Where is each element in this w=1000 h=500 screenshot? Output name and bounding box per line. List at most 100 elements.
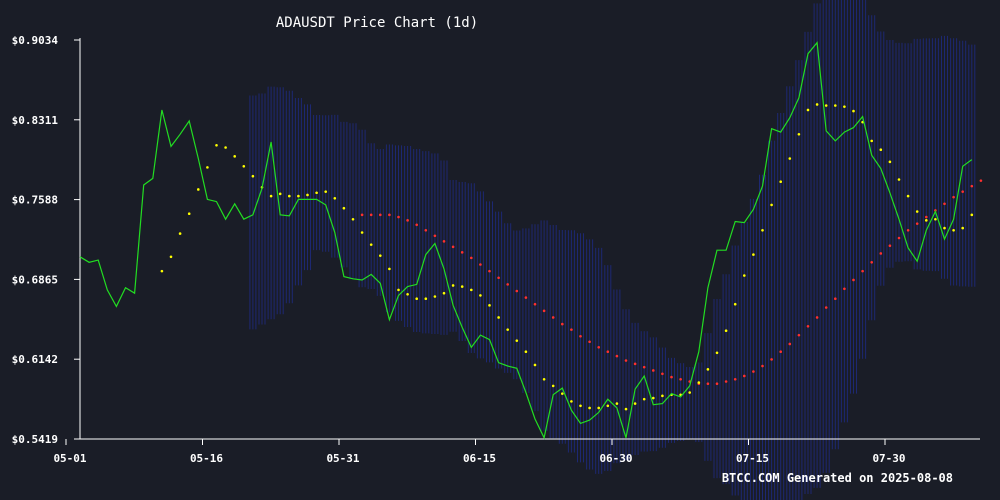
ma-long-point xyxy=(360,213,364,217)
ma-short-point xyxy=(533,363,537,367)
x-tick-label: 06-15 xyxy=(463,452,496,465)
ma-long-point xyxy=(369,213,373,217)
ma-long-point xyxy=(515,289,519,293)
ma-short-point xyxy=(288,194,291,198)
ma-long-point xyxy=(724,380,728,383)
ma-long-point xyxy=(861,269,864,273)
ma-short-point xyxy=(360,231,364,234)
ma-long-point xyxy=(397,215,400,219)
ma-short-point xyxy=(615,402,619,405)
ma-short-point xyxy=(761,228,764,232)
ma-short-point xyxy=(306,193,309,197)
ma-short-point xyxy=(197,188,200,191)
ma-short-point xyxy=(497,316,500,319)
ma-short-point xyxy=(297,194,300,198)
ma-long-point xyxy=(597,345,600,349)
ma-short-point xyxy=(415,297,419,301)
ma-long-point xyxy=(460,251,464,254)
ma-short-point xyxy=(706,368,710,371)
ma-short-point xyxy=(961,226,964,230)
ma-short-point xyxy=(733,302,737,306)
ma-long-point xyxy=(806,325,810,328)
ma-long-point xyxy=(979,179,983,182)
y-tick-label: $0.6865 xyxy=(12,273,58,286)
ma-short-point xyxy=(269,194,273,198)
ma-short-point xyxy=(834,104,837,107)
long-moving-average-series xyxy=(360,179,983,386)
ma-short-point xyxy=(606,404,610,408)
ma-long-point xyxy=(633,362,637,366)
ma-short-point xyxy=(551,384,555,388)
ma-short-point xyxy=(351,217,355,221)
x-tick-label: 07-15 xyxy=(736,452,769,465)
ma-short-point xyxy=(806,108,810,112)
ma-short-point xyxy=(524,350,528,353)
ma-short-point xyxy=(597,406,600,410)
ma-short-point xyxy=(479,294,482,297)
ma-long-point xyxy=(779,350,782,353)
ma-short-point xyxy=(451,284,455,287)
chart-footer: BTCC.COM Generated on 2025-08-08 xyxy=(722,471,953,485)
ma-short-point xyxy=(424,297,428,301)
ma-short-point xyxy=(952,228,955,232)
ma-short-point xyxy=(624,407,628,411)
ma-long-point xyxy=(542,309,546,313)
ma-long-point xyxy=(624,359,628,362)
ma-long-point xyxy=(442,240,446,243)
x-tick-label: 05-01 xyxy=(53,452,86,465)
ma-short-point xyxy=(852,109,855,113)
ma-short-point xyxy=(460,285,464,288)
ma-long-point xyxy=(852,278,855,282)
ma-long-point xyxy=(470,256,473,260)
ma-short-point xyxy=(215,143,218,147)
ma-short-point xyxy=(788,157,792,160)
ma-long-point xyxy=(915,222,919,225)
ma-short-point xyxy=(633,402,637,405)
y-tick-label: $0.9034 xyxy=(12,34,59,47)
ma-long-point xyxy=(870,260,873,264)
ma-short-point xyxy=(542,377,546,381)
ma-short-point xyxy=(697,381,701,384)
ma-short-point xyxy=(379,254,382,257)
ma-short-point xyxy=(925,219,928,222)
ma-short-point xyxy=(515,339,519,342)
ma-long-point xyxy=(788,342,792,346)
ma-short-point xyxy=(843,105,846,108)
ma-long-point xyxy=(606,350,610,353)
ma-short-point xyxy=(688,391,691,394)
ma-short-point xyxy=(797,132,801,136)
ma-short-point xyxy=(224,146,227,149)
ma-long-point xyxy=(834,297,837,301)
ma-long-point xyxy=(943,202,946,206)
ma-long-point xyxy=(433,234,437,238)
ma-long-point xyxy=(906,228,910,232)
ma-short-point xyxy=(315,191,318,195)
ma-long-point xyxy=(970,184,974,188)
ma-long-point xyxy=(415,223,419,227)
ma-short-point xyxy=(169,255,173,259)
ma-short-point xyxy=(160,269,164,273)
ma-short-point xyxy=(506,328,510,331)
ma-short-point xyxy=(642,397,646,401)
ma-short-point xyxy=(915,210,919,213)
ma-short-point xyxy=(570,400,573,403)
ma-short-point xyxy=(342,206,346,210)
x-tick-label: 05-31 xyxy=(326,452,359,465)
ma-short-point xyxy=(406,293,409,296)
ma-short-point xyxy=(242,164,246,168)
ma-short-point xyxy=(724,329,728,333)
ma-short-point xyxy=(251,174,255,178)
ma-short-point xyxy=(770,203,773,207)
ma-long-point xyxy=(524,296,528,299)
ma-short-point xyxy=(388,267,391,271)
ma-long-point xyxy=(897,236,901,240)
y-tick-label: $0.5419 xyxy=(12,433,58,446)
ma-short-point xyxy=(278,192,282,196)
y-tick-label: $0.7588 xyxy=(12,194,58,207)
ma-long-point xyxy=(497,276,500,280)
ma-short-point xyxy=(187,212,191,216)
ma-short-point xyxy=(870,139,873,143)
ma-short-point xyxy=(897,178,901,181)
ma-long-point xyxy=(479,263,482,266)
